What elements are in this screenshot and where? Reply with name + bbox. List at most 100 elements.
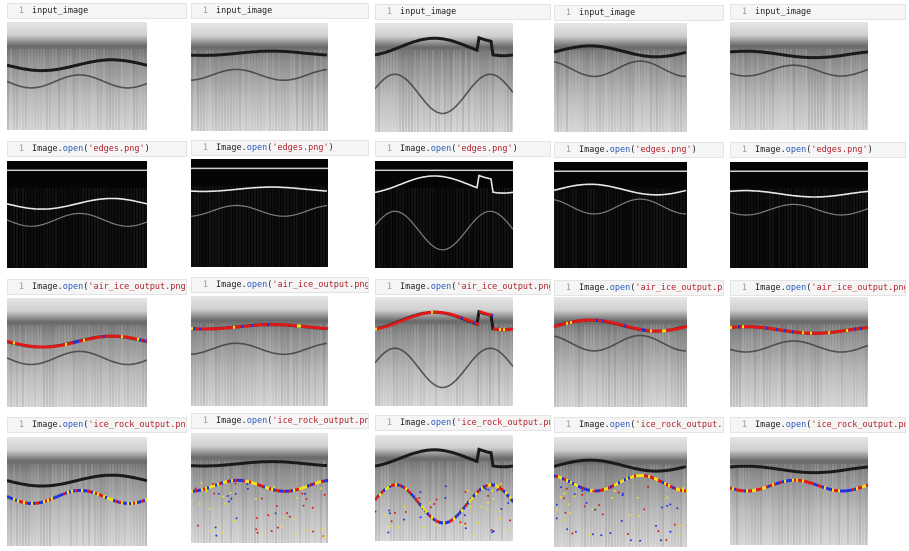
radargram-streak <box>584 188 586 268</box>
radargram-streak <box>432 50 434 132</box>
code-cell[interactable]: 1 input_image <box>730 4 906 20</box>
boundary-marker <box>744 325 747 329</box>
boundary-marker <box>41 345 44 349</box>
scatter-marker <box>419 491 422 494</box>
boundary-marker <box>53 496 56 500</box>
scatter-marker <box>275 505 278 507</box>
code-cell[interactable]: 1 Image.open('edges.png') <box>730 142 906 158</box>
radargram-streak <box>453 324 455 406</box>
radargram-streak <box>474 461 476 541</box>
code-function: open <box>785 420 807 430</box>
boundary-marker <box>315 326 318 330</box>
scatter-marker <box>194 487 197 490</box>
radargram-streak <box>799 464 801 545</box>
radargram-streak <box>251 460 253 543</box>
radargram-streak <box>245 186 247 267</box>
boundary-marker <box>620 323 623 327</box>
radargram-streak <box>790 49 792 130</box>
radargram-streak <box>778 324 780 407</box>
radargram-streak <box>191 186 193 267</box>
radargram-streak <box>614 324 616 407</box>
boundary-marker <box>417 500 420 504</box>
boundary-marker <box>455 515 458 519</box>
radargram-streak <box>808 464 810 545</box>
boundary-marker <box>842 489 845 493</box>
code-cell[interactable]: 1 input_image <box>7 3 187 19</box>
boundary-marker <box>17 499 20 503</box>
radargram-streak <box>34 49 36 130</box>
boundary-marker <box>614 321 617 325</box>
boundary-marker <box>27 344 30 348</box>
boundary-marker <box>840 489 843 493</box>
boundary-marker <box>443 521 446 525</box>
radargram-streak <box>557 464 559 547</box>
boundary-marker <box>734 325 737 329</box>
radargram-streak <box>480 187 482 268</box>
radargram-streak <box>31 49 33 130</box>
boundary-marker <box>586 318 589 322</box>
code-cell[interactable]: 1 Image.open('edges.png') <box>554 142 724 158</box>
radargram-streak <box>575 324 577 407</box>
code-cell[interactable]: 1 Image.open('edges.png') <box>191 140 369 156</box>
radargram-streak <box>856 324 858 407</box>
radargram-streak <box>390 187 392 268</box>
radargram-streak <box>106 49 108 130</box>
scatter-marker <box>421 526 424 528</box>
boundary-marker <box>684 325 687 329</box>
boundary-marker <box>750 489 753 493</box>
boundary-marker <box>598 489 601 493</box>
radargram-streak <box>109 325 111 407</box>
radargram-streak <box>769 188 771 268</box>
radargram-streak <box>495 187 497 268</box>
code-cell[interactable]: 1 Image.open('edges.png') <box>375 141 551 157</box>
radargram-streak <box>215 460 217 543</box>
code-cell[interactable]: 1 input_image <box>554 5 724 21</box>
boundary-marker <box>309 325 312 329</box>
scatter-marker <box>435 498 438 501</box>
boundary-marker <box>227 479 230 483</box>
radargram-streak <box>575 464 577 547</box>
code-cell[interactable]: 1 input_image <box>375 4 551 20</box>
radargram-streak <box>769 324 771 407</box>
scatter-marker <box>433 503 436 505</box>
radargram-streak <box>587 188 589 268</box>
radargram-streak <box>248 323 250 406</box>
boundary-marker <box>219 482 222 486</box>
boundary-marker <box>419 502 422 506</box>
boundary-marker <box>73 489 76 493</box>
radargram-streak <box>659 188 661 268</box>
radargram-streak <box>387 324 389 406</box>
radargram-streak <box>296 186 298 267</box>
radargram-streak <box>16 187 18 268</box>
boundary-marker <box>13 497 16 501</box>
radargram-streak <box>447 187 449 268</box>
radargram-streak <box>127 464 129 546</box>
boundary-marker <box>678 326 681 330</box>
code-object: Image. <box>755 283 786 293</box>
radargram-streak <box>420 187 422 268</box>
boundary-marker <box>483 485 486 489</box>
code-cell[interactable]: 1 Image.open('edges.png') <box>7 141 187 157</box>
radargram-streak <box>97 325 99 407</box>
radargram-streak <box>641 188 643 268</box>
radargram-streak <box>429 50 431 132</box>
edges-output-image <box>375 161 513 268</box>
radargram-streak <box>275 460 277 543</box>
radargram-streak <box>796 49 798 130</box>
radargram-streak <box>254 323 256 406</box>
code-cell[interactable]: 1 input_image <box>191 3 369 19</box>
boundary-marker <box>317 480 320 484</box>
radargram-streak <box>64 464 66 546</box>
boundary-marker <box>796 478 799 482</box>
boundary-marker <box>686 489 687 493</box>
